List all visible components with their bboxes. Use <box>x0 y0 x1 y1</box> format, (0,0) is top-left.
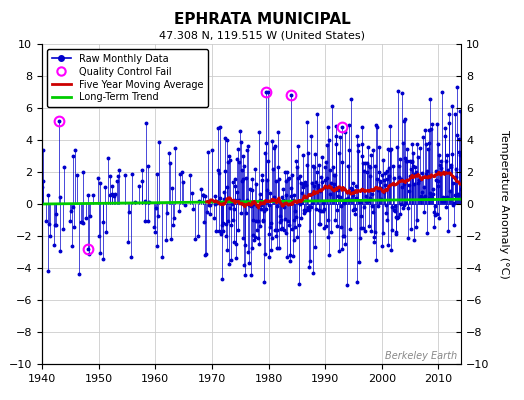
Text: EPHRATA MUNICIPAL: EPHRATA MUNICIPAL <box>173 12 351 27</box>
Text: Berkeley Earth: Berkeley Earth <box>385 351 457 361</box>
Y-axis label: Temperature Anomaly (°C): Temperature Anomaly (°C) <box>499 130 509 278</box>
Text: 47.308 N, 119.515 W (United States): 47.308 N, 119.515 W (United States) <box>159 30 365 40</box>
Legend: Raw Monthly Data, Quality Control Fail, Five Year Moving Average, Long-Term Tren: Raw Monthly Data, Quality Control Fail, … <box>47 49 208 107</box>
